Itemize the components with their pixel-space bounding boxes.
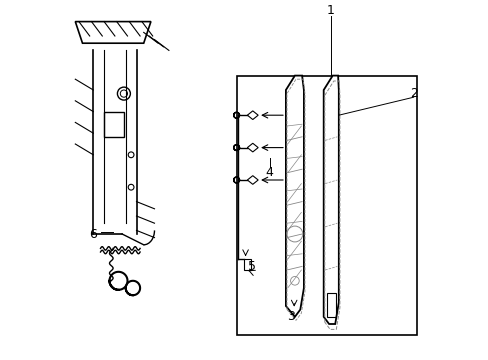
Circle shape xyxy=(117,87,130,100)
Text: 2: 2 xyxy=(409,87,417,100)
Text: 4: 4 xyxy=(265,166,273,179)
Bar xyxy=(326,293,335,317)
Text: 3: 3 xyxy=(287,310,295,323)
Circle shape xyxy=(128,184,134,190)
Text: 6: 6 xyxy=(89,228,97,240)
Polygon shape xyxy=(285,76,303,317)
Polygon shape xyxy=(247,143,258,152)
Bar xyxy=(244,259,250,270)
Circle shape xyxy=(128,152,134,158)
Bar xyxy=(104,112,123,137)
Polygon shape xyxy=(323,76,338,324)
Polygon shape xyxy=(247,176,258,184)
Polygon shape xyxy=(75,22,151,43)
Polygon shape xyxy=(247,111,258,120)
Text: 5: 5 xyxy=(247,260,255,273)
Text: 1: 1 xyxy=(326,4,334,17)
Bar xyxy=(237,76,416,335)
